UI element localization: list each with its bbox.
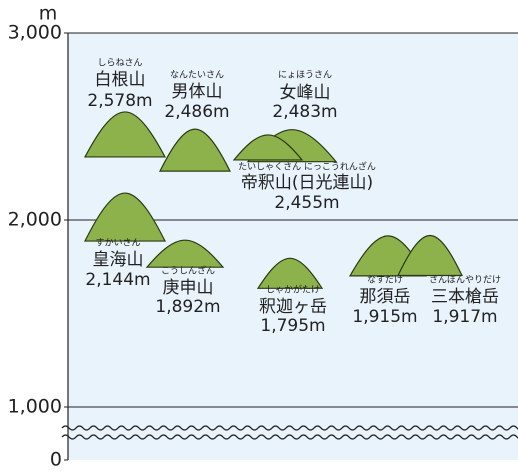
axis-break — [61, 425, 518, 431]
value-label: 1,795m — [260, 316, 325, 336]
mountain — [84, 192, 166, 242]
mountain-name: 白根山 — [95, 70, 146, 90]
mountain-name: 釈迦ヶ岳 — [259, 297, 327, 317]
reading: こうしんざん — [161, 265, 215, 277]
value-label: 1,892m — [155, 297, 220, 317]
value-label: 2,486m — [164, 102, 229, 122]
value-label: 2,483m — [272, 102, 337, 122]
mountain-name: 那須岳 — [360, 287, 411, 307]
mountain — [159, 128, 231, 172]
mountain — [83, 111, 167, 158]
reading: にょほうさん — [278, 70, 332, 81]
value-label: 1,917m — [432, 307, 497, 327]
mountain-name: 三本槍岳 — [431, 287, 499, 307]
mountain-name: 女峰山 — [280, 83, 331, 103]
mountain-name: 庚申山 — [163, 278, 214, 298]
reading: たいしゃくさん にっこうれんざん — [238, 161, 376, 173]
mountain-name: 皇海山 — [93, 250, 144, 270]
reading: しゃかがたけ — [266, 284, 320, 296]
mountain — [232, 134, 304, 161]
reading: さんぼんやりだけ — [429, 275, 501, 286]
mountain — [145, 239, 225, 268]
value-label: 2,455m — [274, 193, 339, 213]
y-tick-label: 1,000 — [8, 396, 62, 418]
reading: なんたいさん — [170, 70, 224, 81]
y-tick-label: 3,000 — [8, 22, 62, 44]
mountain-name: 男体山 — [172, 82, 223, 102]
y-tick-label: 2,000 — [8, 209, 62, 231]
value-label: 1,915m — [352, 307, 417, 327]
value-label: 2,578m — [87, 91, 152, 111]
y-tick-label: 0 — [50, 449, 62, 468]
reading: すかいさん — [95, 238, 140, 249]
y-axis-unit: m — [39, 3, 58, 25]
reading: なすだけ — [367, 275, 403, 286]
axis-break — [61, 434, 518, 440]
value-label: 2,144m — [85, 270, 150, 290]
mountain — [397, 234, 463, 277]
mountain — [256, 257, 324, 289]
reading: しらねさん — [97, 58, 142, 69]
mountain-name: 帝釈山(日光連山) — [241, 173, 373, 193]
